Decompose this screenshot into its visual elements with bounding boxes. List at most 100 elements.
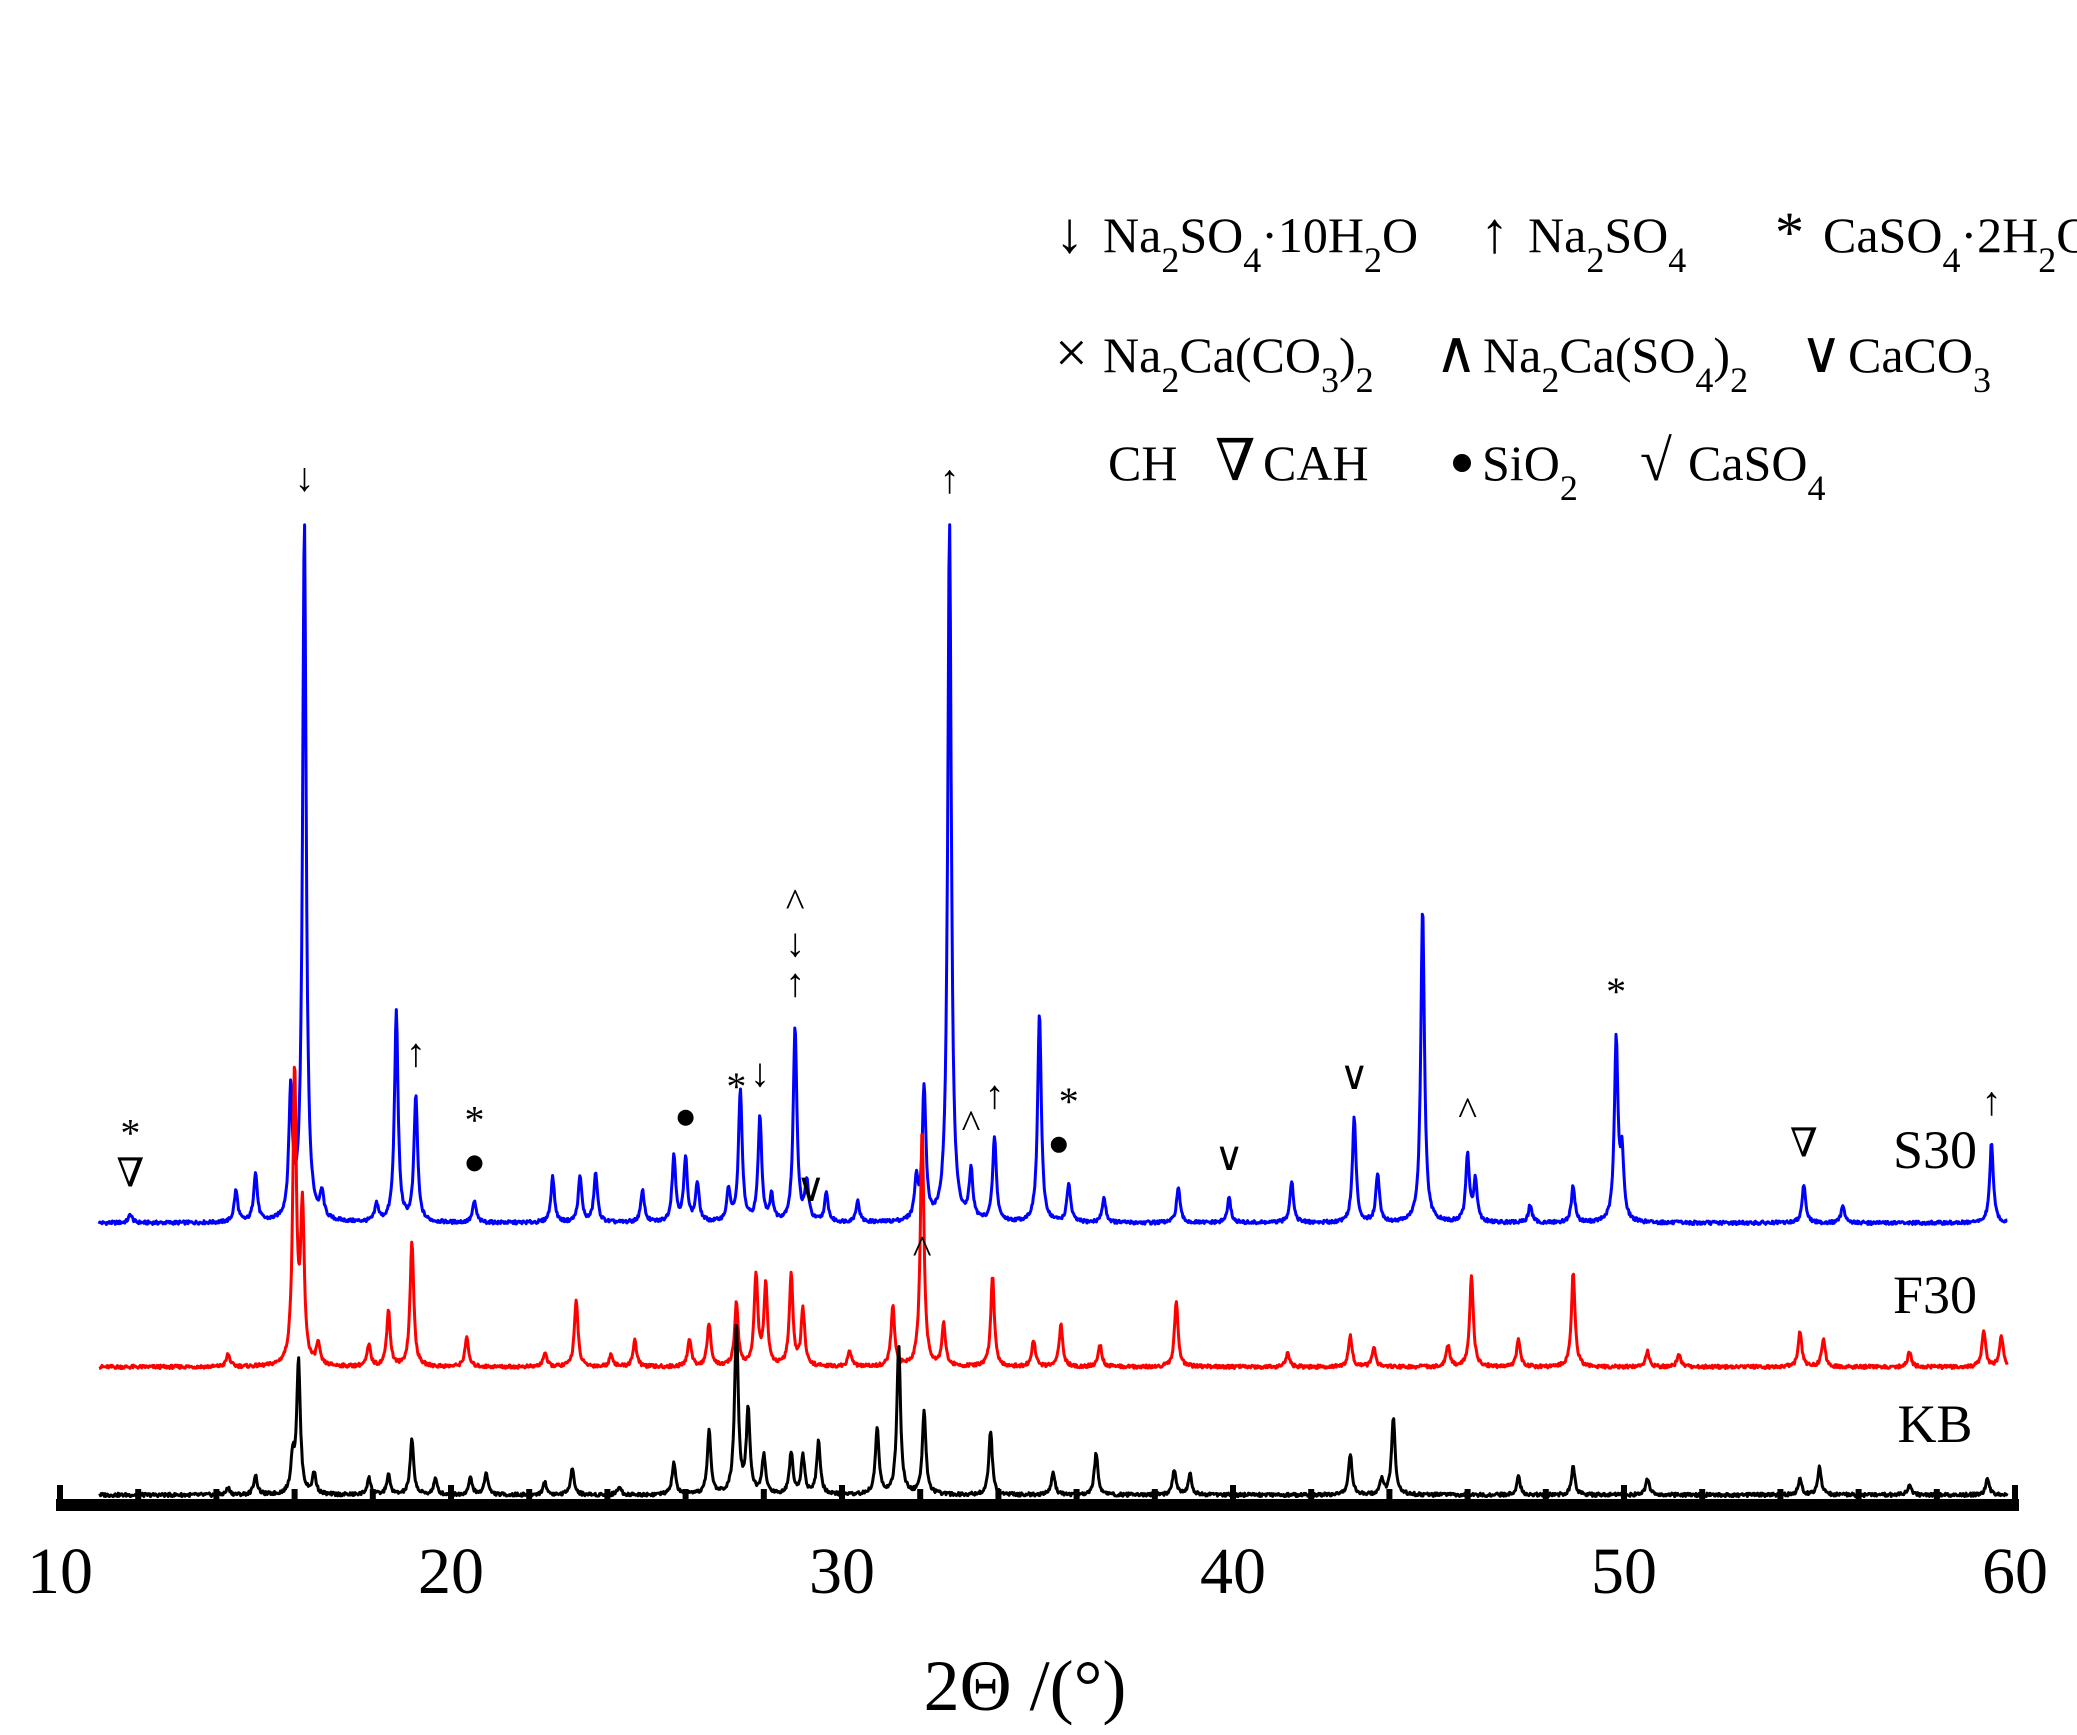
series-f30: F30 [98, 1065, 2009, 1371]
x-minor-tick [995, 1489, 1002, 1501]
annotation-marker: ^ [913, 1227, 932, 1272]
x-major-tick [57, 1485, 63, 1505]
x-minor-tick [1073, 1489, 1080, 1501]
x-minor-tick [917, 1489, 924, 1501]
annotation-marker: ↑ [984, 1072, 1004, 1117]
x-minor-tick [1151, 1489, 1158, 1501]
annotation-marker: ↑ [1982, 1078, 2002, 1123]
series-s30: S30 [97, 523, 2008, 1226]
annotation-marker: ↑ [940, 456, 960, 501]
x-major-tick [1621, 1485, 1627, 1505]
x-minor-tick [369, 1489, 376, 1501]
legend-item: × Na2Ca(CO3)2 [1055, 320, 1374, 400]
x-axis-line [56, 1499, 2019, 1511]
x-tick-label: 40 [1200, 1535, 1266, 1608]
legend-label: Na2Ca(CO3)2 [1103, 327, 1374, 400]
x-axis-label: 2Θ /(°) [924, 1646, 1127, 1726]
x-minor-tick [682, 1489, 689, 1501]
x-minor-tick [1933, 1489, 1940, 1501]
annotation-marker: ↑ [785, 960, 805, 1005]
legend-symbol [1453, 454, 1471, 472]
annotation-marker: * [464, 1097, 484, 1142]
annotation-marker: ∇ [116, 1150, 144, 1195]
x-minor-tick [291, 1489, 298, 1501]
series-line-f30 [98, 1065, 2009, 1371]
x-tick-label: 50 [1591, 1535, 1657, 1608]
annotation-marker: ↓ [294, 455, 314, 500]
x-minor-tick [135, 1489, 142, 1501]
legend-symbol: ↑ [1480, 200, 1509, 265]
legend-label: SiO2 [1482, 435, 1578, 508]
x-minor-tick [1542, 1489, 1549, 1501]
legend-symbol: √ [1640, 428, 1672, 493]
series-kb: KB [98, 1323, 2009, 1499]
annotation-marker: * [726, 1064, 746, 1109]
x-major-tick [1230, 1485, 1236, 1505]
annotation-marker: ^ [962, 1102, 981, 1147]
legend-item: ∇ CAH [1215, 428, 1369, 493]
legend-label: Na2Ca(SO4)2 [1483, 327, 1748, 400]
legend-item: CH [1108, 435, 1177, 491]
x-minor-tick [213, 1489, 220, 1501]
legend-item: √ CaSO4 [1640, 428, 1825, 508]
annotation-marker [677, 1109, 694, 1126]
x-major-tick [839, 1485, 845, 1505]
annotation-marker: ↑ [406, 1030, 426, 1075]
annotation-marker: ∨ [1340, 1053, 1369, 1098]
series-layer: S30 F30 KB [97, 523, 2009, 1499]
legend-symbol: ∧ [1435, 320, 1477, 385]
annotation-marker: * [120, 1110, 140, 1155]
legend-label: CaSO4·2H2O [1823, 207, 2077, 280]
legend-item: SiO2 [1453, 435, 1578, 508]
x-axis: 10 20 30 40 50 60 [27, 1485, 2048, 1608]
series-line-kb [98, 1323, 2009, 1499]
legend-item: ↑ Na2SO4 [1480, 200, 1686, 280]
x-minor-tick [1855, 1489, 1862, 1501]
legend-label: Na2SO4·10H2O [1103, 207, 1418, 280]
x-tick-label: 60 [1982, 1535, 2048, 1608]
legend-symbol: ∨ [1800, 320, 1842, 385]
legend-symbol: ∇ [1215, 428, 1256, 493]
legend-item: ↓ Na2SO4·10H2O [1055, 200, 1418, 280]
annotation-marker: ↓ [750, 1050, 770, 1095]
legend-item: * CaSO4·2H2O [1775, 200, 2077, 280]
x-minor-tick [760, 1489, 767, 1501]
x-minor-tick [1464, 1489, 1471, 1501]
x-tick-label: 10 [27, 1535, 93, 1608]
annotation-marker [466, 1155, 483, 1172]
x-tick-label: 20 [418, 1535, 484, 1608]
annotation-marker: * [1606, 969, 1626, 1014]
x-minor-tick [526, 1489, 533, 1501]
legend-label: CaCO3 [1848, 327, 1991, 400]
x-minor-tick [1386, 1489, 1393, 1501]
series-label-f30: F30 [1893, 1265, 1977, 1325]
x-major-tick [2012, 1485, 2018, 1505]
x-minor-tick [1777, 1489, 1784, 1501]
legend-label: CH [1108, 435, 1177, 491]
legend-item: ∨ CaCO3 [1800, 320, 1991, 400]
annotation-marker: ↓ [785, 920, 805, 965]
legend: ↓ Na2SO4·10H2O ↑ Na2SO4 * CaSO4·2H2O × Na2Ca(CO… [1055, 200, 2077, 508]
series-label-kb: KB [1897, 1394, 1972, 1454]
legend-symbol: * [1775, 200, 1804, 265]
annotation-marker: ∇ [1790, 1120, 1818, 1165]
annotation-marker [1050, 1136, 1067, 1153]
annotation-layer: ↓ ↑↑*∇** ↓^↓↑∨^^↑ *∨∨^*∇↑ [116, 455, 2001, 1272]
annotation-marker: ^ [1458, 1089, 1477, 1134]
legend-symbol: × [1055, 320, 1088, 385]
annotation-marker: ^ [786, 880, 805, 925]
series-label-s30: S30 [1893, 1120, 1977, 1180]
x-tick-label: 30 [809, 1535, 875, 1608]
series-line-s30 [97, 523, 2008, 1226]
x-minor-tick [1699, 1489, 1706, 1501]
annotation-marker: * [1059, 1079, 1079, 1124]
x-minor-tick [604, 1489, 611, 1501]
legend-symbol: ↓ [1055, 200, 1084, 265]
x-major-tick [448, 1485, 454, 1505]
x-minor-tick [1308, 1489, 1315, 1501]
legend-label: CaSO4 [1688, 435, 1825, 508]
annotation-marker: ∨ [796, 1165, 825, 1210]
legend-label: Na2SO4 [1528, 207, 1686, 280]
